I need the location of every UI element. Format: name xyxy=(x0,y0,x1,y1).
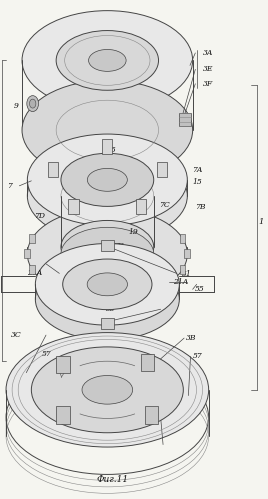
Bar xyxy=(56,406,70,424)
Text: 3B: 3B xyxy=(186,334,196,342)
Bar xyxy=(29,234,35,243)
Text: 7D: 7D xyxy=(34,212,45,220)
Ellipse shape xyxy=(87,168,127,191)
Bar xyxy=(150,276,158,288)
Bar xyxy=(69,288,77,300)
Bar xyxy=(116,295,124,308)
Text: 3A: 3A xyxy=(203,49,214,57)
Text: 55: 55 xyxy=(106,305,116,313)
Text: 21A: 21A xyxy=(173,278,189,286)
Bar xyxy=(184,250,190,258)
Bar xyxy=(101,318,114,329)
Text: 15: 15 xyxy=(192,178,202,186)
Ellipse shape xyxy=(31,347,183,433)
Text: 1: 1 xyxy=(258,218,263,226)
Ellipse shape xyxy=(27,134,187,226)
Bar xyxy=(136,199,146,214)
Bar xyxy=(141,354,154,371)
Bar xyxy=(179,113,191,126)
Bar xyxy=(29,265,35,274)
Bar xyxy=(68,199,79,214)
Ellipse shape xyxy=(35,244,179,325)
Bar xyxy=(145,406,158,424)
Bar xyxy=(102,139,112,154)
Text: 3F: 3F xyxy=(203,80,213,88)
Bar xyxy=(157,162,167,177)
Bar xyxy=(79,292,87,305)
Text: 3E: 3E xyxy=(203,65,214,73)
Text: 40: 40 xyxy=(106,382,116,390)
Ellipse shape xyxy=(6,333,209,447)
Ellipse shape xyxy=(82,376,133,404)
Bar xyxy=(137,288,146,300)
Ellipse shape xyxy=(27,96,39,112)
Bar xyxy=(91,295,99,308)
Bar xyxy=(128,292,136,305)
Text: 3C: 3C xyxy=(152,399,163,407)
Text: Фиг.11: Фиг.11 xyxy=(96,475,129,484)
Bar xyxy=(180,234,185,243)
Text: 21A: 21A xyxy=(27,269,43,277)
Ellipse shape xyxy=(61,221,154,273)
Text: 7A: 7A xyxy=(192,166,203,174)
Bar xyxy=(180,265,185,274)
Text: 7C: 7C xyxy=(159,201,170,209)
Bar xyxy=(61,282,69,295)
Text: 57: 57 xyxy=(42,350,52,358)
Ellipse shape xyxy=(22,10,193,110)
Ellipse shape xyxy=(35,258,179,340)
Text: 57: 57 xyxy=(193,352,202,360)
Ellipse shape xyxy=(27,150,187,242)
Text: 53: 53 xyxy=(106,269,116,277)
Bar xyxy=(47,162,58,177)
Ellipse shape xyxy=(87,273,128,296)
Ellipse shape xyxy=(88,49,126,71)
Text: 3C: 3C xyxy=(11,331,22,339)
Text: 7: 7 xyxy=(7,182,12,190)
Bar xyxy=(55,268,63,281)
Text: 7B: 7B xyxy=(195,203,205,211)
Text: 15: 15 xyxy=(106,146,116,154)
Text: 51: 51 xyxy=(181,270,191,278)
Ellipse shape xyxy=(22,80,193,180)
Bar xyxy=(56,356,70,373)
Ellipse shape xyxy=(56,30,159,90)
Ellipse shape xyxy=(27,208,187,300)
Ellipse shape xyxy=(61,228,154,280)
Text: 7F: 7F xyxy=(113,242,123,250)
Ellipse shape xyxy=(29,99,36,108)
Bar xyxy=(57,276,65,288)
Text: 51: 51 xyxy=(43,365,53,373)
Ellipse shape xyxy=(59,247,156,302)
Text: 55: 55 xyxy=(195,285,205,293)
Ellipse shape xyxy=(63,259,152,310)
Text: 57: 57 xyxy=(79,366,89,374)
Ellipse shape xyxy=(61,153,154,207)
Bar xyxy=(103,296,111,309)
Text: 7E: 7E xyxy=(102,185,113,193)
Bar xyxy=(101,240,114,251)
Text: 19: 19 xyxy=(128,228,138,236)
Text: 9: 9 xyxy=(14,102,19,110)
Bar xyxy=(24,250,30,258)
Bar xyxy=(145,282,153,295)
